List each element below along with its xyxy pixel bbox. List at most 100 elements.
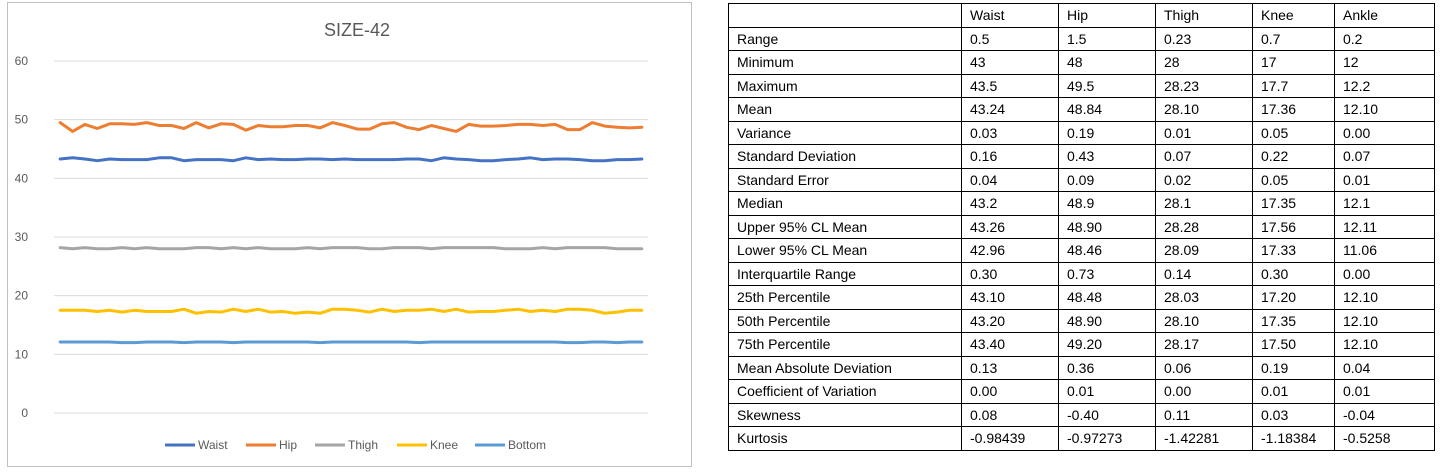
series-line-bottom	[58, 340, 644, 345]
table-cell: 0.01	[1334, 167, 1435, 192]
table-cell: 0.07	[1155, 144, 1253, 169]
table-cell: 0.13	[961, 355, 1059, 380]
table-cell: 0.07	[1334, 144, 1435, 169]
table-row: Minimum 43 48 28 17 12	[728, 50, 1435, 75]
table-cell: 0.00	[961, 379, 1059, 404]
table-cell: 12.11	[1334, 214, 1435, 239]
table-cell: 43.40	[961, 332, 1059, 357]
table-cell: 43.20	[961, 308, 1059, 333]
column-header: Ankle	[1334, 3, 1435, 28]
table-cell: 28.09	[1155, 238, 1253, 263]
table-header-row: Waist Hip Thigh Knee Ankle	[728, 3, 1435, 28]
table-cell: -1.18384	[1252, 426, 1335, 451]
table-cell: 0.30	[961, 261, 1059, 286]
series-lines	[58, 121, 644, 345]
table-cell: 0.43	[1058, 144, 1156, 169]
table-cell: 12.10	[1334, 308, 1435, 333]
table-cell: 0.16	[961, 144, 1059, 169]
row-label: 50th Percentile	[728, 308, 962, 333]
table-cell: -1.42281	[1155, 426, 1253, 451]
series-line-knee	[58, 307, 644, 315]
table-cell: 0.05	[1252, 120, 1335, 145]
table-cell: 0.01	[1334, 379, 1435, 404]
gridlines	[54, 60, 648, 414]
table-cell: -0.97273	[1058, 426, 1156, 451]
table-cell: 43	[961, 50, 1059, 75]
y-axis-ticks: 0 10 20 30 40 50 60	[15, 54, 29, 420]
table-cell: 42.96	[961, 238, 1059, 263]
table-cell: 43.24	[961, 97, 1059, 122]
table-cell: 48.90	[1058, 214, 1156, 239]
table-cell: 0.06	[1155, 355, 1253, 380]
table-cell: 17.20	[1252, 285, 1335, 310]
table-cell: 17.50	[1252, 332, 1335, 357]
table-cell: 49.20	[1058, 332, 1156, 357]
table-cell: 0.05	[1252, 167, 1335, 192]
table-cell: -0.40	[1058, 402, 1156, 427]
row-label: Mean Absolute Deviation	[728, 355, 962, 380]
series-line-waist	[58, 156, 644, 163]
column-header	[728, 3, 962, 28]
table-cell: 12.10	[1334, 285, 1435, 310]
y-tick-label: 50	[15, 113, 29, 127]
row-label: Mean	[728, 97, 962, 122]
table-cell: 28	[1155, 50, 1253, 75]
y-tick-label: 10	[15, 347, 29, 361]
table-cell: 28.10	[1155, 308, 1253, 333]
table-cell: 0.01	[1155, 120, 1253, 145]
line-chart: SIZE-42 0 10 20 30 40 50 60 Waist Hip Thigh Knee B…	[7, 2, 692, 467]
table-cell: 28.28	[1155, 214, 1253, 239]
table-row: 75th Percentile 43.40 49.20 28.17 17.50 12.10	[728, 332, 1435, 357]
y-tick-label: 40	[15, 171, 29, 185]
row-label: Median	[728, 191, 962, 216]
legend-label-thigh: Thigh	[348, 438, 378, 452]
table-cell: 0.19	[1058, 120, 1156, 145]
row-label: Standard Deviation	[728, 144, 962, 169]
table-cell: 0.01	[1252, 379, 1335, 404]
row-label: 25th Percentile	[728, 285, 962, 310]
table-cell: 12.10	[1334, 97, 1435, 122]
legend-label-waist: Waist	[198, 438, 228, 452]
table-row: 25th Percentile 43.10 48.48 28.03 17.20 12.10	[728, 285, 1435, 310]
row-label: Kurtosis	[728, 426, 962, 451]
column-header: Hip	[1058, 3, 1156, 28]
table-cell: -0.98439	[961, 426, 1059, 451]
y-tick-label: 20	[15, 289, 29, 303]
table-row: Upper 95% CL Mean 43.26 48.90 28.28 17.56 12.…	[728, 214, 1435, 239]
row-label: Standard Error	[728, 167, 962, 192]
table-cell: 48.90	[1058, 308, 1156, 333]
table-cell: 49.5	[1058, 73, 1156, 98]
table-cell: 17.56	[1252, 214, 1335, 239]
table-cell: 43.26	[961, 214, 1059, 239]
table-cell: 43.10	[961, 285, 1059, 310]
row-label: Minimum	[728, 50, 962, 75]
table-cell: 48.46	[1058, 238, 1156, 263]
y-tick-label: 0	[21, 406, 28, 420]
row-label: 75th Percentile	[728, 332, 962, 357]
row-label: Maximum	[728, 73, 962, 98]
table-cell: 0.00	[1155, 379, 1253, 404]
table-cell: 0.01	[1058, 379, 1156, 404]
table-row: Mean 43.24 48.84 28.10 17.36 12.10	[728, 97, 1435, 122]
table-cell: 12	[1334, 50, 1435, 75]
table-cell: 1.5	[1058, 26, 1156, 51]
table-cell: 0.22	[1252, 144, 1335, 169]
table-cell: 17.33	[1252, 238, 1335, 263]
table-cell: 0.08	[961, 402, 1059, 427]
table-cell: 17.35	[1252, 191, 1335, 216]
row-label: Lower 95% CL Mean	[728, 238, 962, 263]
row-label: Interquartile Range	[728, 261, 962, 286]
table-cell: 0.04	[961, 167, 1059, 192]
table-cell: 0.04	[1334, 355, 1435, 380]
table-cell: 0.14	[1155, 261, 1253, 286]
table-cell: 0.03	[1252, 402, 1335, 427]
row-label: Skewness	[728, 402, 962, 427]
series-line-thigh	[58, 246, 644, 251]
table-row: Maximum 43.5 49.5 28.23 17.7 12.2	[728, 73, 1435, 98]
table-cell: 43.5	[961, 73, 1059, 98]
series-line-hip	[58, 121, 644, 133]
table-cell: 11.06	[1334, 238, 1435, 263]
row-label: Range	[728, 26, 962, 51]
table-cell: 0.11	[1155, 402, 1253, 427]
table-cell: 28.1	[1155, 191, 1253, 216]
